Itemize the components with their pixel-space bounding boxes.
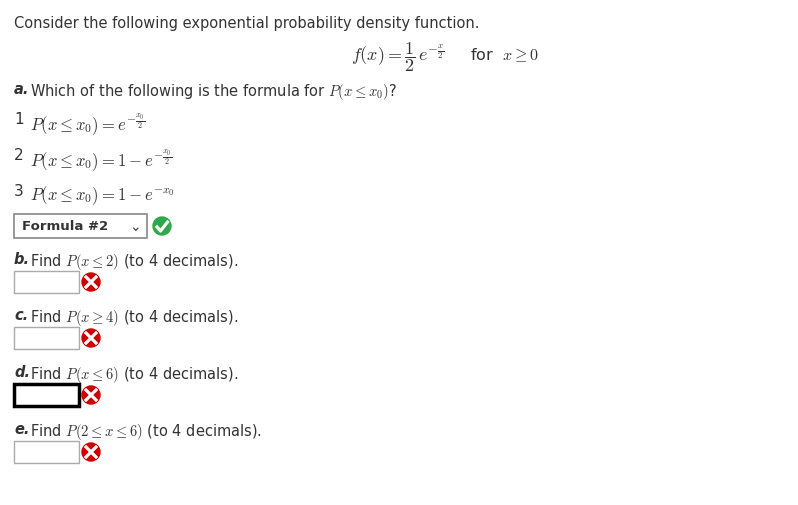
Text: Consider the following exponential probability density function.: Consider the following exponential proba… [14,16,480,31]
Text: for  $x \geq 0$: for $x \geq 0$ [470,46,539,64]
Text: $P(x \leq x_0) = 1 - e^{-x_0}$: $P(x \leq x_0) = 1 - e^{-x_0}$ [30,184,175,207]
Text: $P(x \leq x_0) = 1 - e^{-\frac{x_0}{2}}$: $P(x \leq x_0) = 1 - e^{-\frac{x_0}{2}}$ [30,147,172,173]
Text: Find $P(2 \leq x \leq 6)$ (to 4 decimals).: Find $P(2 \leq x \leq 6)$ (to 4 decimals… [30,421,262,441]
FancyBboxPatch shape [14,215,147,238]
Text: $f(x) = \dfrac{1}{2}\,e^{-\frac{x}{2}}$: $f(x) = \dfrac{1}{2}\,e^{-\frac{x}{2}}$ [351,40,445,74]
Circle shape [82,443,100,461]
Text: d.: d. [14,364,30,379]
Text: Formula #2: Formula #2 [22,220,108,233]
Text: Which of the following is the formula for $P(x \leq x_0)$?: Which of the following is the formula fo… [30,82,397,102]
Circle shape [82,274,100,291]
Text: a.: a. [14,82,30,97]
FancyBboxPatch shape [14,384,79,406]
Circle shape [82,329,100,347]
FancyBboxPatch shape [14,272,79,293]
FancyBboxPatch shape [14,327,79,349]
Text: $P(x \leq x_0) = e^{-\frac{x_0}{2}}$: $P(x \leq x_0) = e^{-\frac{x_0}{2}}$ [30,112,145,136]
Text: Find $P(x \leq 2)$ (to 4 decimals).: Find $P(x \leq 2)$ (to 4 decimals). [30,251,238,272]
FancyBboxPatch shape [14,441,79,463]
Text: b.: b. [14,251,30,267]
Text: 3: 3 [14,184,24,198]
Circle shape [153,218,171,235]
Text: 2: 2 [14,147,24,163]
Text: ⌄: ⌄ [129,220,140,233]
Text: e.: e. [14,421,30,436]
Text: c.: c. [14,308,28,322]
Circle shape [82,386,100,404]
Text: 1: 1 [14,112,24,127]
Text: Find $P(x \leq 6)$ (to 4 decimals).: Find $P(x \leq 6)$ (to 4 decimals). [30,364,238,384]
Text: Find $P(x \geq 4)$ (to 4 decimals).: Find $P(x \geq 4)$ (to 4 decimals). [30,308,238,327]
